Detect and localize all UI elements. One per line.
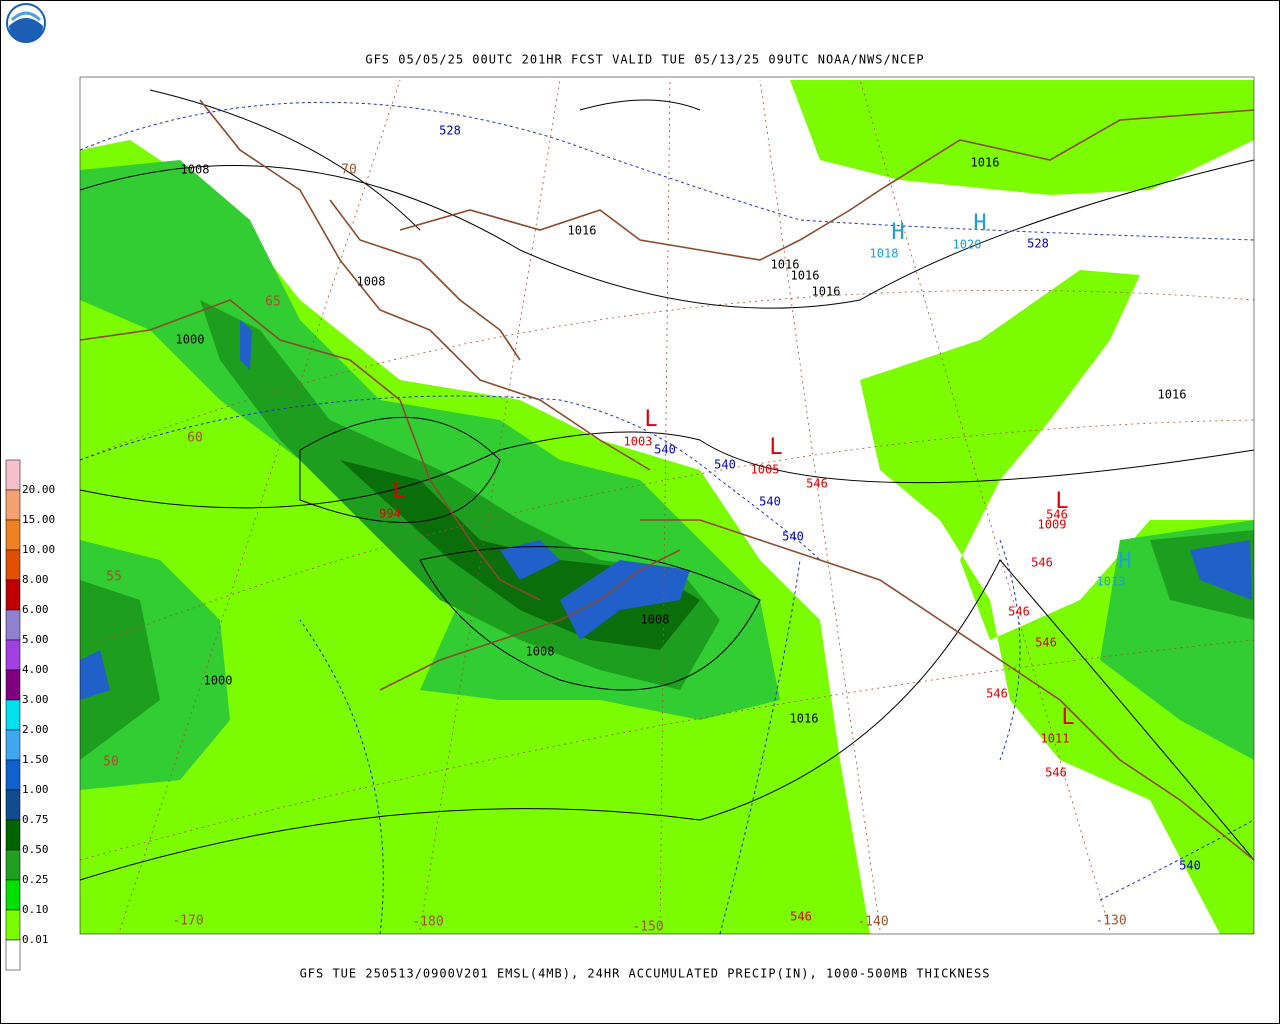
thickness-label: 528 [1027, 237, 1049, 251]
caption: GFS TUE 250513/0900V201 EMSL(4MB), 24HR … [300, 967, 991, 981]
legend-swatch [5, 849, 21, 881]
legend-swatch [5, 819, 21, 851]
low-marker: L [1055, 489, 1068, 514]
low-marker: L [769, 435, 782, 460]
longitude-label: -150 [632, 920, 663, 935]
thickness-label: 546 [986, 687, 1008, 701]
legend-label: 1.00 [22, 783, 49, 796]
isobar-label: 1008 [526, 645, 555, 659]
isobar-label: 1008 [357, 275, 386, 289]
isobar-label: 1016 [568, 224, 597, 238]
legend-swatch [5, 459, 21, 491]
high-marker: H [891, 220, 904, 245]
thickness-label: 540 [759, 495, 781, 509]
low-marker: L [392, 479, 405, 504]
thickness-label: 546 [1045, 766, 1067, 780]
legend-swatch [5, 609, 21, 641]
low-pressure: 994 [379, 507, 401, 521]
high-pressure: 1013 [1097, 575, 1126, 589]
thickness-label: 546 [1031, 556, 1053, 570]
low-marker: L [644, 407, 657, 432]
legend-swatch [5, 909, 21, 941]
legend-swatch [5, 759, 21, 791]
thickness-label: 528 [439, 124, 461, 138]
low-marker: L [1061, 705, 1074, 730]
legend-swatch [5, 669, 21, 701]
map: 1008 1016 1008 1000 1016 1016 1016 1016 … [79, 76, 1255, 935]
latitude-label: 60 [187, 431, 203, 446]
isobar-label: 1016 [790, 712, 819, 726]
legend: 20.00 15.00 10.00 8.00 6.00 5.00 4.00 3.00 2.00 1… [5, 459, 55, 971]
legend-swatch [5, 789, 21, 821]
legend-label: 4.00 [22, 663, 49, 676]
legend-label: 0.10 [22, 903, 49, 916]
legend-label: 2.00 [22, 723, 49, 736]
isobar-label: 1008 [181, 163, 210, 177]
legend-label: 15.00 [22, 513, 55, 526]
thickness-label: 546 [1035, 636, 1057, 650]
legend-swatch [5, 939, 21, 971]
latitude-label: 70 [341, 163, 357, 178]
thickness-label: 540 [654, 443, 676, 457]
legend-swatch [5, 519, 21, 551]
legend-label: 0.01 [22, 933, 49, 946]
isobar-label: 1016 [971, 156, 1000, 170]
thickness-label: 546 [1008, 605, 1030, 619]
longitude-label: -180 [412, 915, 443, 930]
legend-label: 6.00 [22, 603, 49, 616]
latitude-label: 55 [106, 570, 122, 585]
thickness-label: 546 [806, 477, 828, 491]
isobar-label: 1000 [176, 333, 205, 347]
legend-label: 5.00 [22, 633, 49, 646]
legend-label: 10.00 [22, 543, 55, 556]
latitude-label: 65 [265, 295, 281, 310]
isobar-label: 1016 [791, 269, 820, 283]
thickness-label: 546 [1046, 508, 1068, 522]
legend-label: 1.50 [22, 753, 49, 766]
legend-label: 8.00 [22, 573, 49, 586]
low-pressure: 1009 [1038, 518, 1067, 532]
legend-label: 0.25 [22, 873, 49, 886]
isobar-label: 1016 [771, 258, 800, 272]
legend-swatch [5, 579, 21, 611]
thickness-label: 540 [782, 530, 804, 544]
longitude-label: -130 [1095, 914, 1126, 929]
legend-label: 3.00 [22, 693, 49, 706]
legend-swatch [5, 549, 21, 581]
low-pressure: 1003 [624, 435, 653, 449]
thickness-label: 540 [1179, 859, 1201, 873]
thickness-label: 540 [714, 458, 736, 472]
low-pressure: 1011 [1041, 732, 1070, 746]
legend-swatch [5, 699, 21, 731]
high-marker: H [1118, 549, 1131, 574]
high-pressure: 1018 [870, 247, 899, 261]
isobar-label: 1008 [641, 613, 670, 627]
latitude-label: 50 [103, 755, 119, 770]
title: GFS 05/05/25 00UTC 201HR FCST VALID TUE … [365, 53, 924, 67]
noaa-logo [6, 3, 46, 43]
legend-swatch [5, 879, 21, 911]
legend-swatch [5, 729, 21, 761]
high-pressure: 1020 [953, 238, 982, 252]
isobar-label: 1016 [812, 285, 841, 299]
thickness-label: 546 [790, 910, 812, 924]
low-pressure: 1005 [751, 463, 780, 477]
longitude-label: -170 [172, 914, 203, 929]
legend-label: 20.00 [22, 483, 55, 496]
legend-label: 0.50 [22, 843, 49, 856]
isobar-label: 1016 [1158, 388, 1187, 402]
high-marker: H [973, 211, 986, 236]
longitude-label: -140 [857, 915, 888, 930]
isobar-label: 1000 [204, 674, 233, 688]
legend-label: 0.75 [22, 813, 49, 826]
legend-swatch [5, 489, 21, 521]
legend-swatch [5, 639, 21, 671]
